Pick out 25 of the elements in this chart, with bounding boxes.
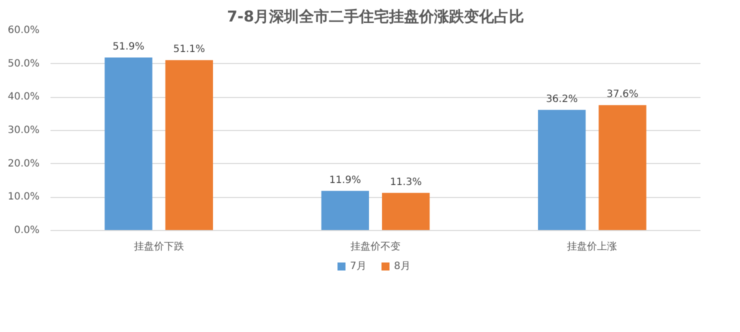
y-tick-label: 20.0% <box>8 158 40 170</box>
bar <box>382 192 430 230</box>
data-label: 11.3% <box>390 176 422 188</box>
bar <box>104 58 152 230</box>
chart-title: 7-8月深圳全市二手住宅挂盘价涨跌变化占比 <box>226 8 524 26</box>
data-label: 36.2% <box>546 94 578 105</box>
bar <box>321 190 369 230</box>
data-label: 51.9% <box>112 42 144 52</box>
legend-label: 7月 <box>350 260 368 273</box>
data-label: 37.6% <box>606 89 638 100</box>
x-tick-label: 挂盘价不变 <box>350 240 400 252</box>
x-tick-label: 挂盘价上涨 <box>567 240 618 252</box>
legend-label: 8月 <box>394 260 412 273</box>
y-tick-label: 60.0% <box>8 25 40 36</box>
data-label: 11.9% <box>329 174 362 186</box>
x-tick-label: 挂盘价下跌 <box>134 240 184 252</box>
y-tick-label: 10.0% <box>8 192 40 203</box>
y-tick-label: 30.0% <box>8 125 40 136</box>
y-tick-label: 0.0% <box>14 225 40 236</box>
data-label: 51.1% <box>173 44 206 56</box>
y-tick-label: 40.0% <box>8 92 40 103</box>
y-tick-label: 50.0% <box>8 58 40 70</box>
bar <box>165 60 213 230</box>
bar <box>598 105 646 230</box>
bar <box>538 110 586 230</box>
